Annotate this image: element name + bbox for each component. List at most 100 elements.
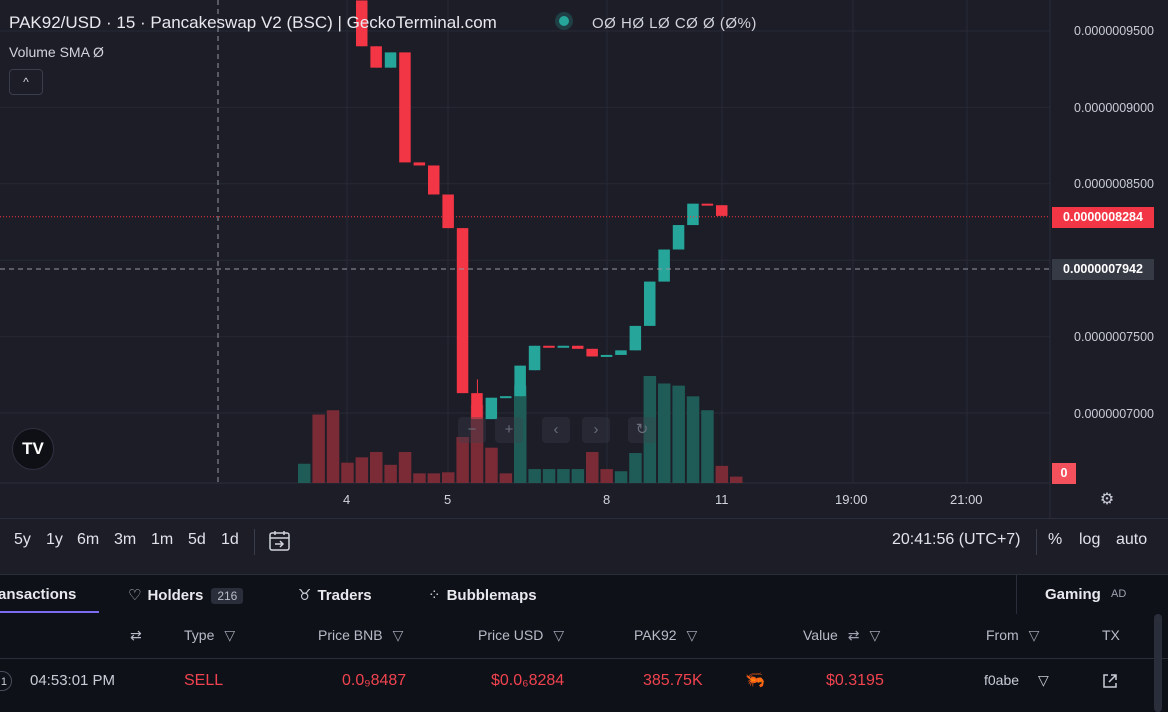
header-label: Price USD xyxy=(478,627,544,643)
percent-scale-toggle[interactable]: % xyxy=(1048,531,1063,548)
candle-body xyxy=(644,281,656,326)
tradingview-logo[interactable]: TV xyxy=(12,428,54,470)
time-axis-label: 5 xyxy=(444,492,452,507)
candle-body xyxy=(456,228,469,394)
range-6m-button[interactable]: 6m xyxy=(77,531,100,548)
candle-body xyxy=(384,52,397,68)
time-axis-label: 11 xyxy=(715,492,729,507)
filter-icon[interactable]: ▽ xyxy=(1028,627,1040,643)
chart-settings-gear-icon[interactable]: ⚙ xyxy=(1099,491,1115,508)
price-chart[interactable]: PAK92/USD · 15 · Pancakeswap V2 (BSC) | … xyxy=(0,0,1168,518)
volume-bar xyxy=(499,473,513,483)
trade-from-address[interactable]: f0abe xyxy=(984,672,1020,688)
column-header-price-usd[interactable]: Price USD ▽ xyxy=(478,627,564,644)
current-price-tag: 0.0000008284 xyxy=(1052,207,1154,228)
volume-bar xyxy=(643,376,657,483)
tab-bubblemaps[interactable]: ⁘ Bubblemaps xyxy=(428,586,537,604)
range-1y-button[interactable]: 1y xyxy=(46,531,63,548)
scroll-right-button[interactable]: › xyxy=(582,417,610,443)
row-index: 1 xyxy=(0,671,12,691)
scroll-left-button[interactable]: ‹ xyxy=(542,417,570,443)
volume-bar xyxy=(686,396,700,483)
price-axis-label: 0.0000007000 xyxy=(1074,407,1154,421)
header-label: Type xyxy=(184,627,215,643)
range-5y-button[interactable]: 5y xyxy=(14,531,31,548)
tab-label: Bubblemaps xyxy=(446,587,537,604)
filter-icon[interactable]: ▽ xyxy=(553,627,565,643)
auto-scale-toggle[interactable]: auto xyxy=(1116,531,1148,548)
time-axis-label: 21:00 xyxy=(950,492,983,507)
external-link-icon[interactable] xyxy=(1102,673,1118,689)
time-axis-label: 4 xyxy=(343,492,351,507)
tab-label: Holders xyxy=(147,587,204,604)
shrimp-icon: 🦐 xyxy=(745,672,765,689)
volume-bar xyxy=(370,451,383,483)
table-row[interactable]: 1 04:53:01 PM SELL 0.0₉8487 $0.0₆8284 38… xyxy=(0,659,1168,712)
column-header-price-bnb[interactable]: Price BNB ▽ xyxy=(318,627,403,644)
column-header-type[interactable]: Type ▽ xyxy=(184,627,235,644)
candle-body xyxy=(428,165,440,195)
zoom-in-button[interactable]: + xyxy=(495,417,523,443)
column-header-from[interactable]: From ▽ xyxy=(986,627,1039,644)
bubbles-icon: ⁘ xyxy=(428,587,441,604)
collapse-legend-button[interactable]: ^ xyxy=(9,69,43,95)
candle-body xyxy=(687,203,699,226)
range-1d-button[interactable]: 1d xyxy=(221,531,239,548)
volume-bar xyxy=(427,473,441,483)
filter-icon[interactable]: ▽ xyxy=(1038,672,1049,688)
clock-timezone[interactable]: 20:41:56 (UTC+7) xyxy=(892,531,1021,548)
time-axis-label: 8 xyxy=(603,492,611,507)
ohlc-values: OØ HØ LØ CØ Ø (Ø%) xyxy=(592,15,757,32)
volume-bar xyxy=(312,414,325,483)
header-label: From xyxy=(986,627,1019,643)
tab-holders[interactable]: ♡ Holders 216 xyxy=(128,586,244,604)
filter-icon[interactable]: ▽ xyxy=(224,627,236,643)
range-1m-button[interactable]: 1m xyxy=(151,531,174,548)
volume-bar xyxy=(730,476,743,483)
volume-bar xyxy=(485,447,498,483)
swap-time-format-icon[interactable]: ⇄ xyxy=(130,627,142,643)
swap-currency-icon[interactable]: ⇄ xyxy=(847,627,860,643)
range-toolbar: 5y 1y 6m 3m 1m 5d 1d 20:41:56 (UTC+7) % … xyxy=(0,518,1168,565)
candle-body xyxy=(572,345,584,349)
calendar-goto-icon[interactable] xyxy=(268,529,292,553)
trade-value: $0.3195 xyxy=(826,672,884,689)
table-scrollbar[interactable] xyxy=(1154,614,1162,712)
filter-icon[interactable]: ▽ xyxy=(686,627,698,643)
tab-transactions[interactable]: ansactions xyxy=(0,586,76,603)
volume-bar xyxy=(571,469,585,483)
time-axis-label: 19:00 xyxy=(835,492,868,507)
filter-icon[interactable]: ▽ xyxy=(392,627,404,643)
filter-icon[interactable]: ▽ xyxy=(869,627,881,643)
column-header-value[interactable]: Value ⇄ ▽ xyxy=(803,627,880,644)
candle-body xyxy=(471,393,483,420)
range-3m-button[interactable]: 3m xyxy=(114,531,137,548)
range-5d-button[interactable]: 5d xyxy=(188,531,206,548)
gaming-ad[interactable]: Gaming AD xyxy=(1016,575,1168,614)
header-label: Price BNB xyxy=(318,627,383,643)
volume-bar xyxy=(629,453,642,483)
volume-bar xyxy=(600,469,613,483)
tab-label: ansactions xyxy=(0,586,77,603)
reset-chart-button[interactable]: ↻ xyxy=(628,417,656,443)
tab-label: Traders xyxy=(317,587,372,604)
volume-bar xyxy=(542,469,556,483)
candle-body xyxy=(672,225,685,250)
candle-body xyxy=(399,52,411,163)
divider xyxy=(1036,529,1037,555)
volume-bar xyxy=(341,462,354,483)
holders-count-badge: 216 xyxy=(211,588,244,604)
candle-body xyxy=(557,345,570,348)
column-header-amount[interactable]: PAK92 ▽ xyxy=(634,627,697,644)
tab-traders[interactable]: ♉ Traders xyxy=(298,586,372,604)
trade-price-bnb: 0.0₉8487 xyxy=(342,672,407,689)
status-dot-icon xyxy=(559,16,569,26)
log-scale-toggle[interactable]: log xyxy=(1079,531,1101,548)
volume-bar xyxy=(456,436,469,483)
volume-bar xyxy=(514,385,527,483)
candlestick-chart[interactable] xyxy=(0,0,1168,518)
zoom-out-button[interactable]: − xyxy=(458,417,486,443)
data-tabs: ansactions ♡ Holders 216 ♉ Traders ⁘ Bubblem… xyxy=(0,574,1168,615)
volume-bar xyxy=(715,465,729,483)
volume-bar xyxy=(384,464,397,483)
